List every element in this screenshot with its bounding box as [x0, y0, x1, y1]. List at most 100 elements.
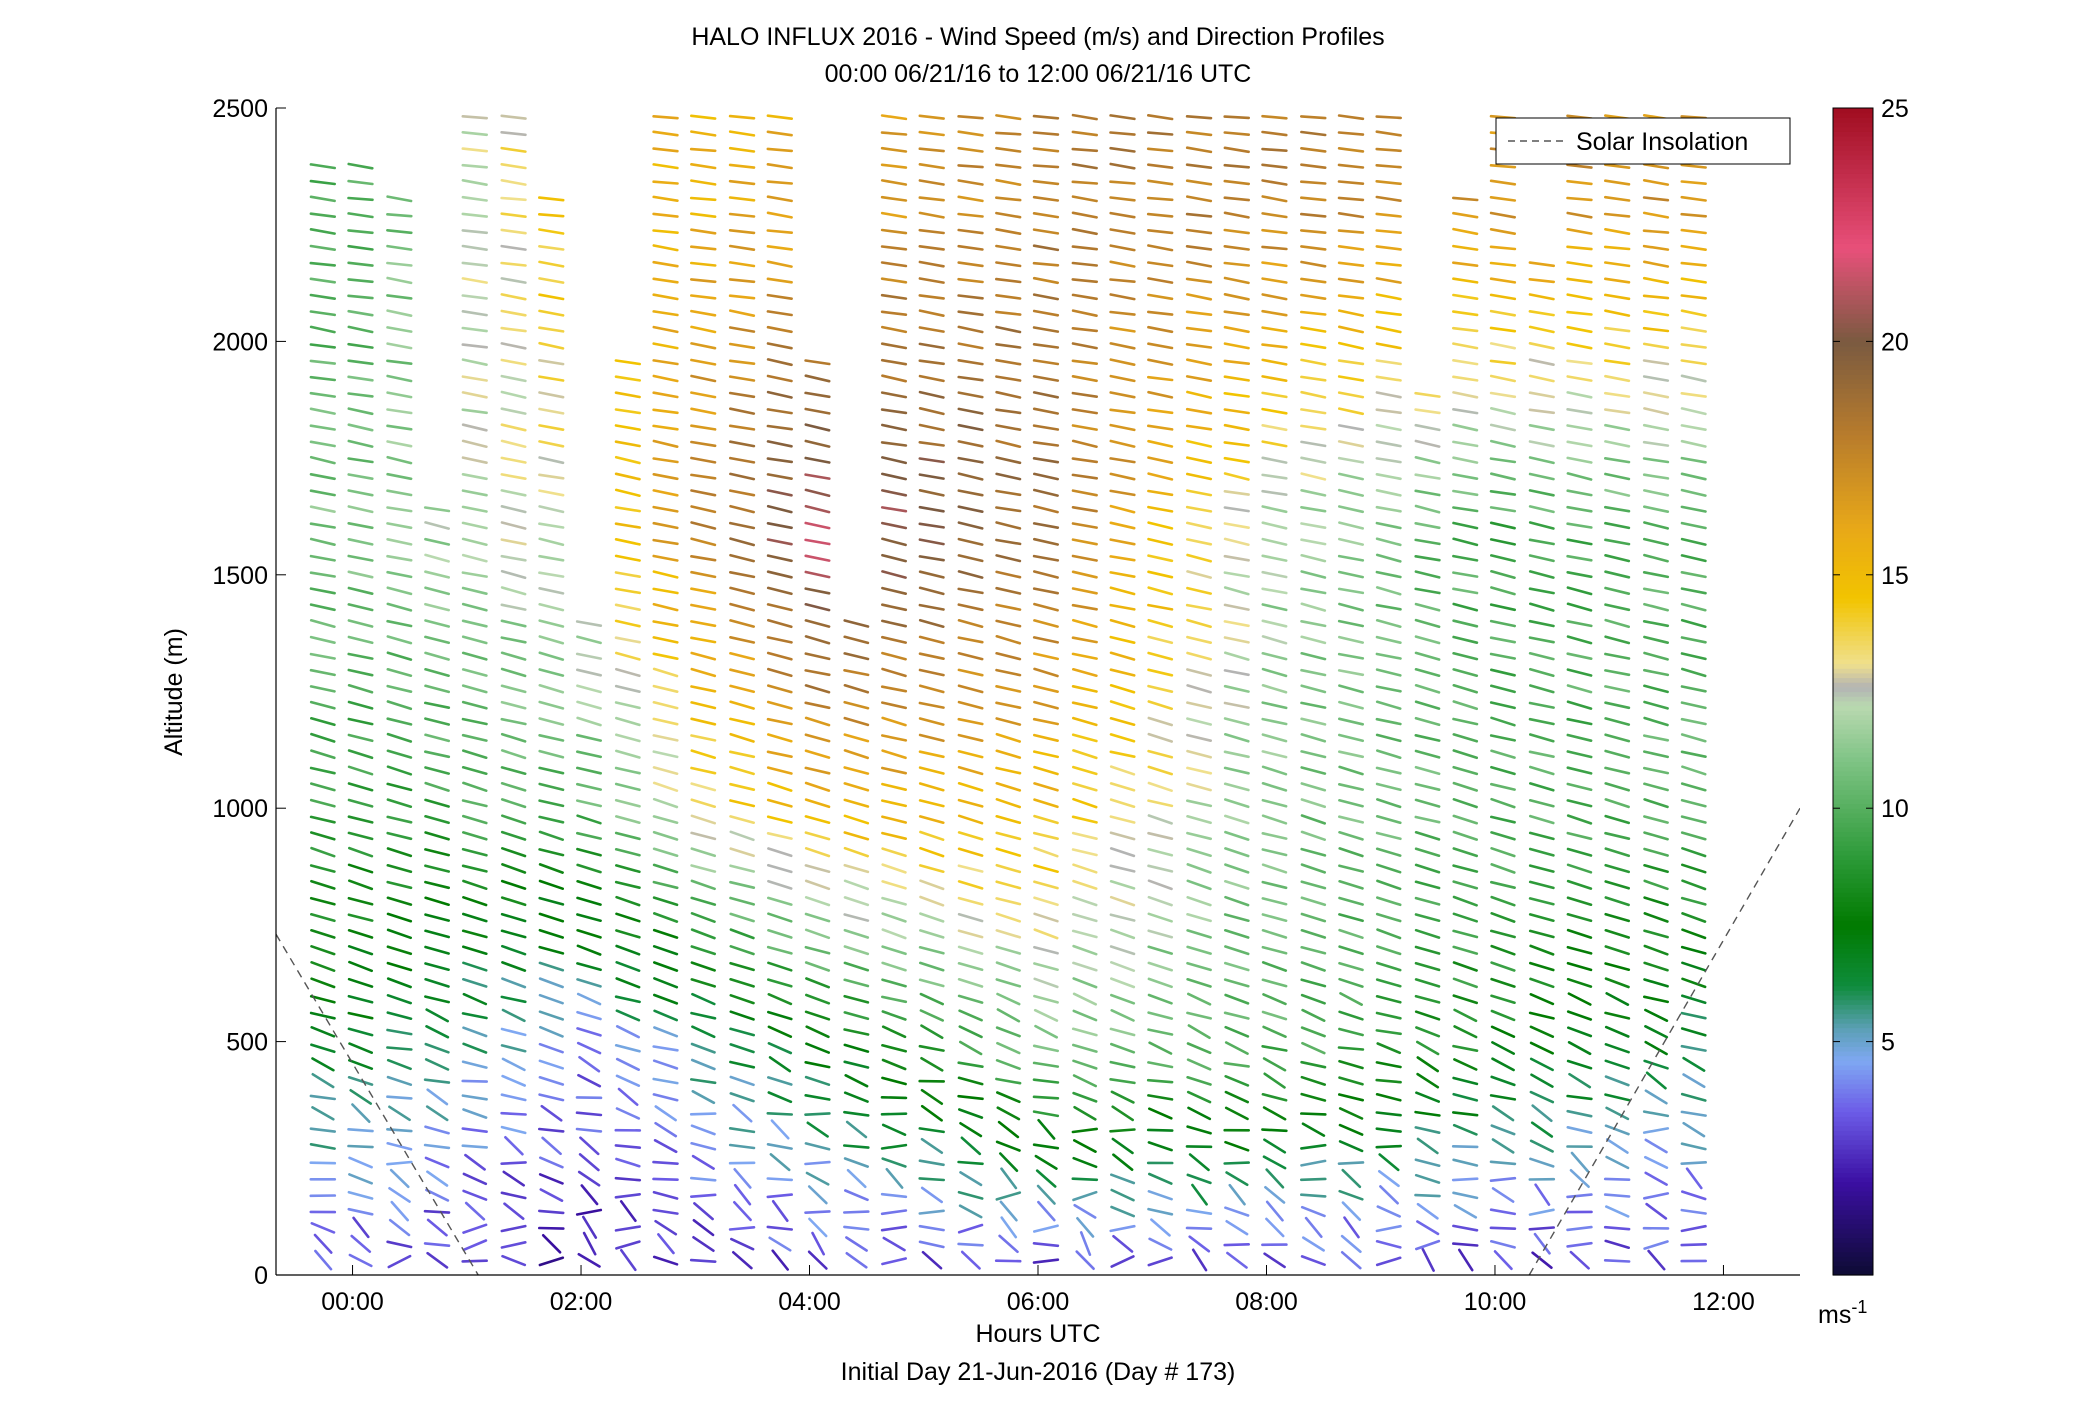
wind-barb: [652, 667, 679, 678]
wind-barb: [1300, 310, 1327, 316]
wind-barb: [652, 734, 679, 742]
wind-barb: [1147, 586, 1174, 596]
colorbar-cell: [1833, 196, 1873, 202]
wind-barb: [386, 261, 413, 267]
wind-barb: [1148, 1107, 1173, 1120]
wind-barb: [1032, 407, 1059, 415]
wind-barb: [918, 603, 945, 611]
wind-barb: [995, 244, 1022, 251]
wind-barb: [1452, 506, 1479, 513]
wind-barb: [957, 375, 984, 382]
wind-barb: [880, 799, 908, 808]
wind-barb: [1414, 928, 1441, 939]
wind-barb: [880, 506, 908, 513]
wind-barb: [918, 473, 945, 480]
wind-barb: [461, 977, 488, 988]
wind-barb: [766, 700, 793, 710]
wind-barb: [920, 1186, 944, 1204]
wind-barb: [614, 408, 642, 415]
wind-barb: [804, 554, 831, 562]
colorbar-cell: [1833, 327, 1873, 333]
wind-barb: [804, 1094, 831, 1101]
wind-barb: [1224, 1106, 1249, 1121]
wind-barb: [500, 879, 527, 890]
wind-barb: [1528, 831, 1555, 841]
wind-barb: [690, 717, 717, 726]
wind-barb: [1261, 1045, 1288, 1052]
wind-barb: [1452, 977, 1478, 989]
wind-barb: [1338, 309, 1364, 317]
wind-barb: [689, 196, 717, 202]
wind-barb: [652, 797, 679, 809]
wind-barb: [1642, 423, 1670, 432]
wind-barb: [1452, 961, 1478, 972]
wind-barb: [1224, 993, 1250, 1005]
wind-barb: [1603, 1177, 1631, 1181]
wind-barb: [957, 618, 984, 629]
wind-barb: [1300, 1193, 1327, 1198]
wind-barb: [500, 244, 527, 251]
wind-barb: [1071, 245, 1098, 251]
wind-barb: [386, 880, 413, 890]
wind-barb: [1261, 293, 1288, 301]
wind-barb: [1186, 912, 1212, 923]
wind-barb: [1376, 896, 1402, 907]
wind-barb: [1147, 1207, 1174, 1216]
wind-barb: [1414, 489, 1441, 497]
wind-barb: [614, 488, 641, 498]
wind-barb: [501, 1008, 526, 1023]
wind-barb: [880, 146, 908, 153]
wind-barb: [1338, 488, 1364, 497]
wind-barb: [1528, 651, 1555, 661]
colorbar-cell: [1833, 929, 1873, 935]
wind-barb: [1300, 229, 1327, 234]
wind-barb: [652, 896, 679, 907]
colorbar-cell: [1833, 612, 1873, 618]
wind-barb: [1261, 961, 1288, 972]
wind-barb: [1033, 782, 1059, 792]
wind-barb: [538, 1173, 564, 1185]
colorbar-cell: [1833, 182, 1873, 188]
wind-barb: [1680, 896, 1707, 906]
colorbar-cell: [1833, 383, 1873, 389]
wind-barb: [386, 472, 413, 481]
wind-barb: [1680, 1092, 1707, 1102]
wind-barb: [1375, 130, 1402, 137]
colorbar-cell: [1833, 1055, 1873, 1061]
wind-barb: [1528, 1011, 1555, 1020]
wind-barb: [1147, 1028, 1174, 1036]
wind-barb: [652, 880, 679, 890]
wind-barb: [994, 196, 1022, 202]
wind-barb: [1186, 260, 1213, 268]
wind-barb: [1569, 1250, 1590, 1270]
wind-barb: [347, 537, 374, 546]
wind-barb: [920, 1137, 944, 1154]
wind-barb: [652, 570, 679, 579]
wind-barb: [919, 912, 945, 923]
wind-barb: [1566, 538, 1593, 546]
wind-barb: [347, 407, 374, 416]
wind-barb: [1223, 978, 1250, 988]
wind-barb: [766, 815, 793, 824]
wind-barb: [1452, 537, 1479, 547]
wind-barb: [575, 620, 603, 628]
wind-barb: [843, 896, 870, 907]
wind-barb: [766, 521, 793, 530]
wind-barb: [1490, 1124, 1516, 1136]
colorbar-frame: [1832, 107, 1874, 1276]
wind-barb: [652, 1093, 679, 1102]
wind-barb: [1680, 587, 1707, 595]
wind-barb: [1490, 1075, 1516, 1087]
wind-barb: [995, 261, 1022, 268]
wind-barb: [500, 651, 527, 661]
wind-barb: [690, 896, 717, 906]
wind-barb: [1528, 472, 1555, 481]
wind-barb: [1261, 1128, 1288, 1133]
wind-barb: [386, 342, 413, 350]
wind-barb: [1224, 1090, 1249, 1104]
wind-barb: [424, 766, 451, 775]
wind-barb: [1414, 667, 1441, 678]
solar-insolation-line: [1528, 807, 1800, 1275]
wind-barb: [614, 815, 641, 825]
wind-barb: [1643, 521, 1669, 530]
